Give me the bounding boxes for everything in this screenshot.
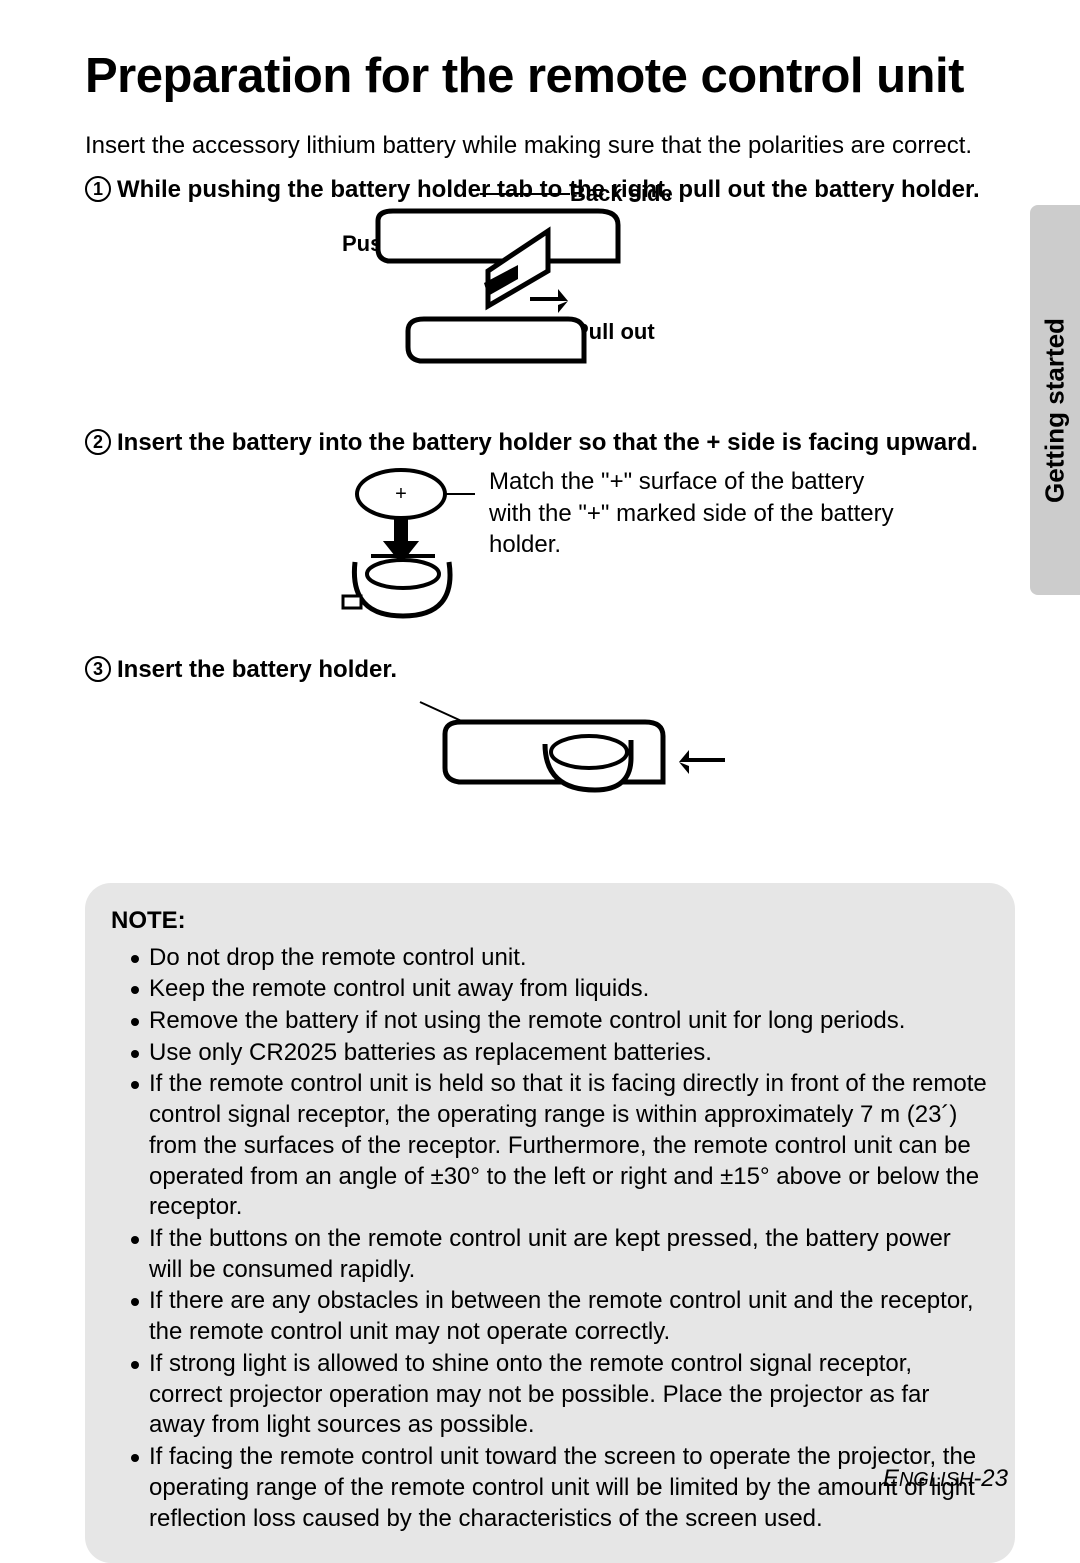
step-3: 3 Insert the battery holder. bbox=[85, 654, 1015, 858]
step-number-3: 3 bbox=[85, 656, 111, 682]
step-2: 2 Insert the battery into the battery ho… bbox=[85, 427, 1015, 626]
note-item: If strong light is allowed to shine onto… bbox=[131, 1349, 989, 1441]
note-list: Do not drop the remote control unit. Kee… bbox=[111, 943, 989, 1535]
side-tab: Getting started bbox=[1030, 205, 1080, 595]
footer-lang-rest: NGLISH bbox=[899, 1469, 973, 1491]
side-tab-label: Getting started bbox=[1040, 306, 1071, 516]
note-item: If the remote control unit is held so th… bbox=[131, 1069, 989, 1223]
intro-text: Insert the accessory lithium battery whi… bbox=[85, 132, 1015, 160]
note-item: Keep the remote control unit away from l… bbox=[131, 974, 989, 1005]
note-item: If the buttons on the remote control uni… bbox=[131, 1224, 989, 1285]
step-2-text: Insert the battery into the battery hold… bbox=[117, 427, 978, 458]
step-3-head: 3 Insert the battery holder. bbox=[85, 654, 1015, 685]
note-item: If there are any obstacles in between th… bbox=[131, 1286, 989, 1347]
step-2-caption: Match the "+" surface of the battery wit… bbox=[489, 466, 909, 560]
step-2-head: 2 Insert the battery into the battery ho… bbox=[85, 427, 1015, 458]
step-2-illustration: + bbox=[325, 466, 475, 626]
footer-lang-cap: E bbox=[883, 1465, 899, 1492]
step-3-illustration bbox=[415, 694, 745, 854]
note-item: Remove the battery if not using the remo… bbox=[131, 1006, 989, 1037]
footer-page-number: -23 bbox=[973, 1465, 1008, 1492]
callout-line-back bbox=[480, 193, 570, 195]
note-item: Use only CR2025 batteries as replacement… bbox=[131, 1038, 989, 1069]
page-footer: ENGLISH-23 bbox=[883, 1465, 1008, 1493]
step-3-figure bbox=[145, 694, 1015, 859]
step-1: 1 While pushing the battery holder tab t… bbox=[85, 174, 1015, 411]
step-2-figure-row: + Match the "+" surface of the battery w… bbox=[325, 466, 1015, 626]
note-item: Do not drop the remote control unit. bbox=[131, 943, 989, 974]
note-box: NOTE: Do not drop the remote control uni… bbox=[85, 883, 1015, 1563]
note-title: NOTE: bbox=[111, 907, 989, 935]
svg-text:+: + bbox=[395, 483, 407, 505]
step-number-1: 1 bbox=[85, 176, 111, 202]
step-1-figure: Back side Push the tab Pull out bbox=[85, 211, 1015, 411]
step-3-text: Insert the battery holder. bbox=[117, 654, 397, 685]
step-number-2: 2 bbox=[85, 429, 111, 455]
note-item: If facing the remote control unit toward… bbox=[131, 1442, 989, 1534]
step-1-labels: Back side Push the tab Pull out bbox=[290, 211, 810, 411]
page-title: Preparation for the remote control unit bbox=[85, 48, 1015, 104]
step-1-illustration bbox=[368, 201, 668, 381]
